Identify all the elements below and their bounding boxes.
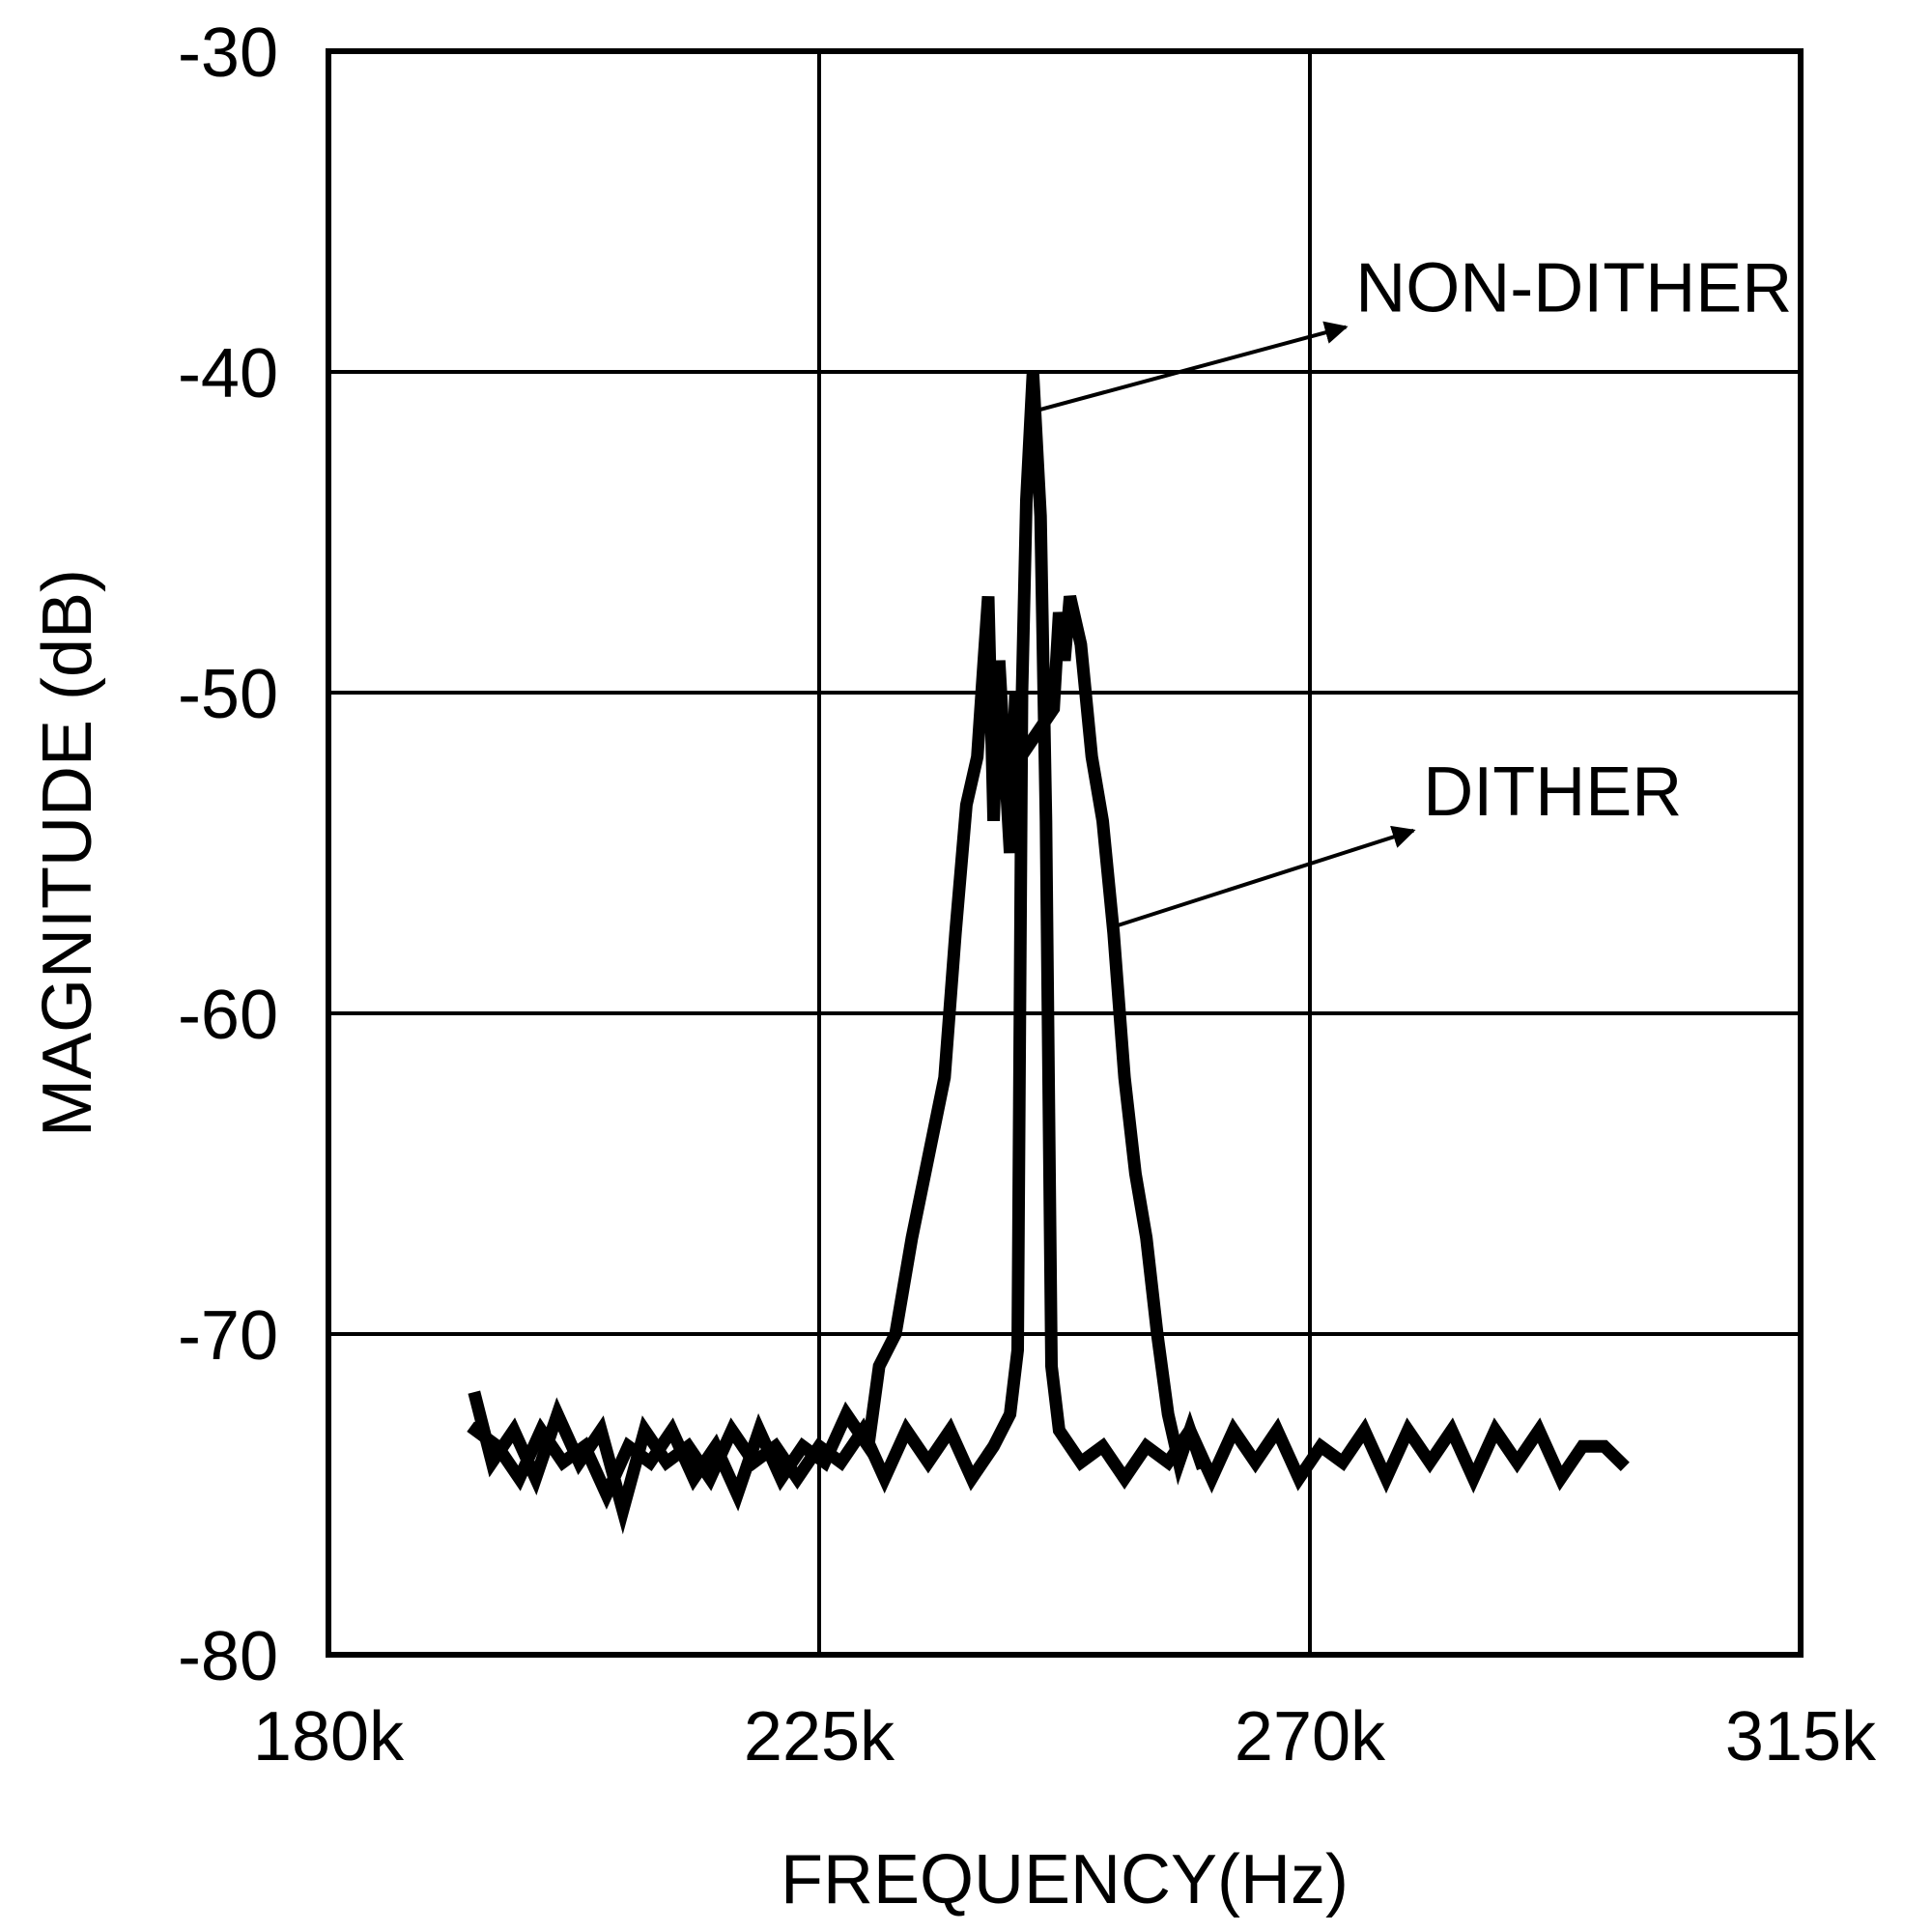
- annotation-arrow-non-dither: [1037, 321, 1349, 412]
- series-line-dither: [467, 594, 1209, 1512]
- y-tick-label: -60: [178, 977, 278, 1054]
- plot-frame: [326, 48, 1804, 1658]
- y-tick-label: -80: [178, 1618, 278, 1695]
- annotations: NON-DITHER DITHER: [1037, 250, 1792, 929]
- series-lines: [467, 371, 1630, 1535]
- x-axis-label: FREQUENCY(Hz): [781, 1841, 1349, 1918]
- x-tick-label: 225k: [744, 1698, 895, 1776]
- annotation-arrow-dither: [1113, 825, 1416, 929]
- annotation-label-non-dither: NON-DITHER: [1355, 250, 1792, 327]
- x-tick-label: 270k: [1235, 1698, 1386, 1776]
- y-tick-label: -50: [178, 656, 278, 733]
- y-axis-label: MAGNITUDE (dB): [29, 569, 106, 1137]
- x-tick-label: 180k: [253, 1698, 405, 1776]
- annotation-label-dither: DITHER: [1423, 753, 1682, 831]
- y-tick-label: -70: [178, 1297, 278, 1375]
- x-tick-labels: 180k 225k 270k 315k: [253, 1698, 1877, 1776]
- x-tick-label: 315k: [1725, 1698, 1877, 1776]
- y-tick-label: -40: [178, 335, 278, 412]
- y-tick-label: -30: [178, 14, 278, 92]
- y-tick-labels: -30 -40 -50 -60 -70 -80: [178, 14, 278, 1695]
- series-line-non-dither: [468, 371, 1630, 1535]
